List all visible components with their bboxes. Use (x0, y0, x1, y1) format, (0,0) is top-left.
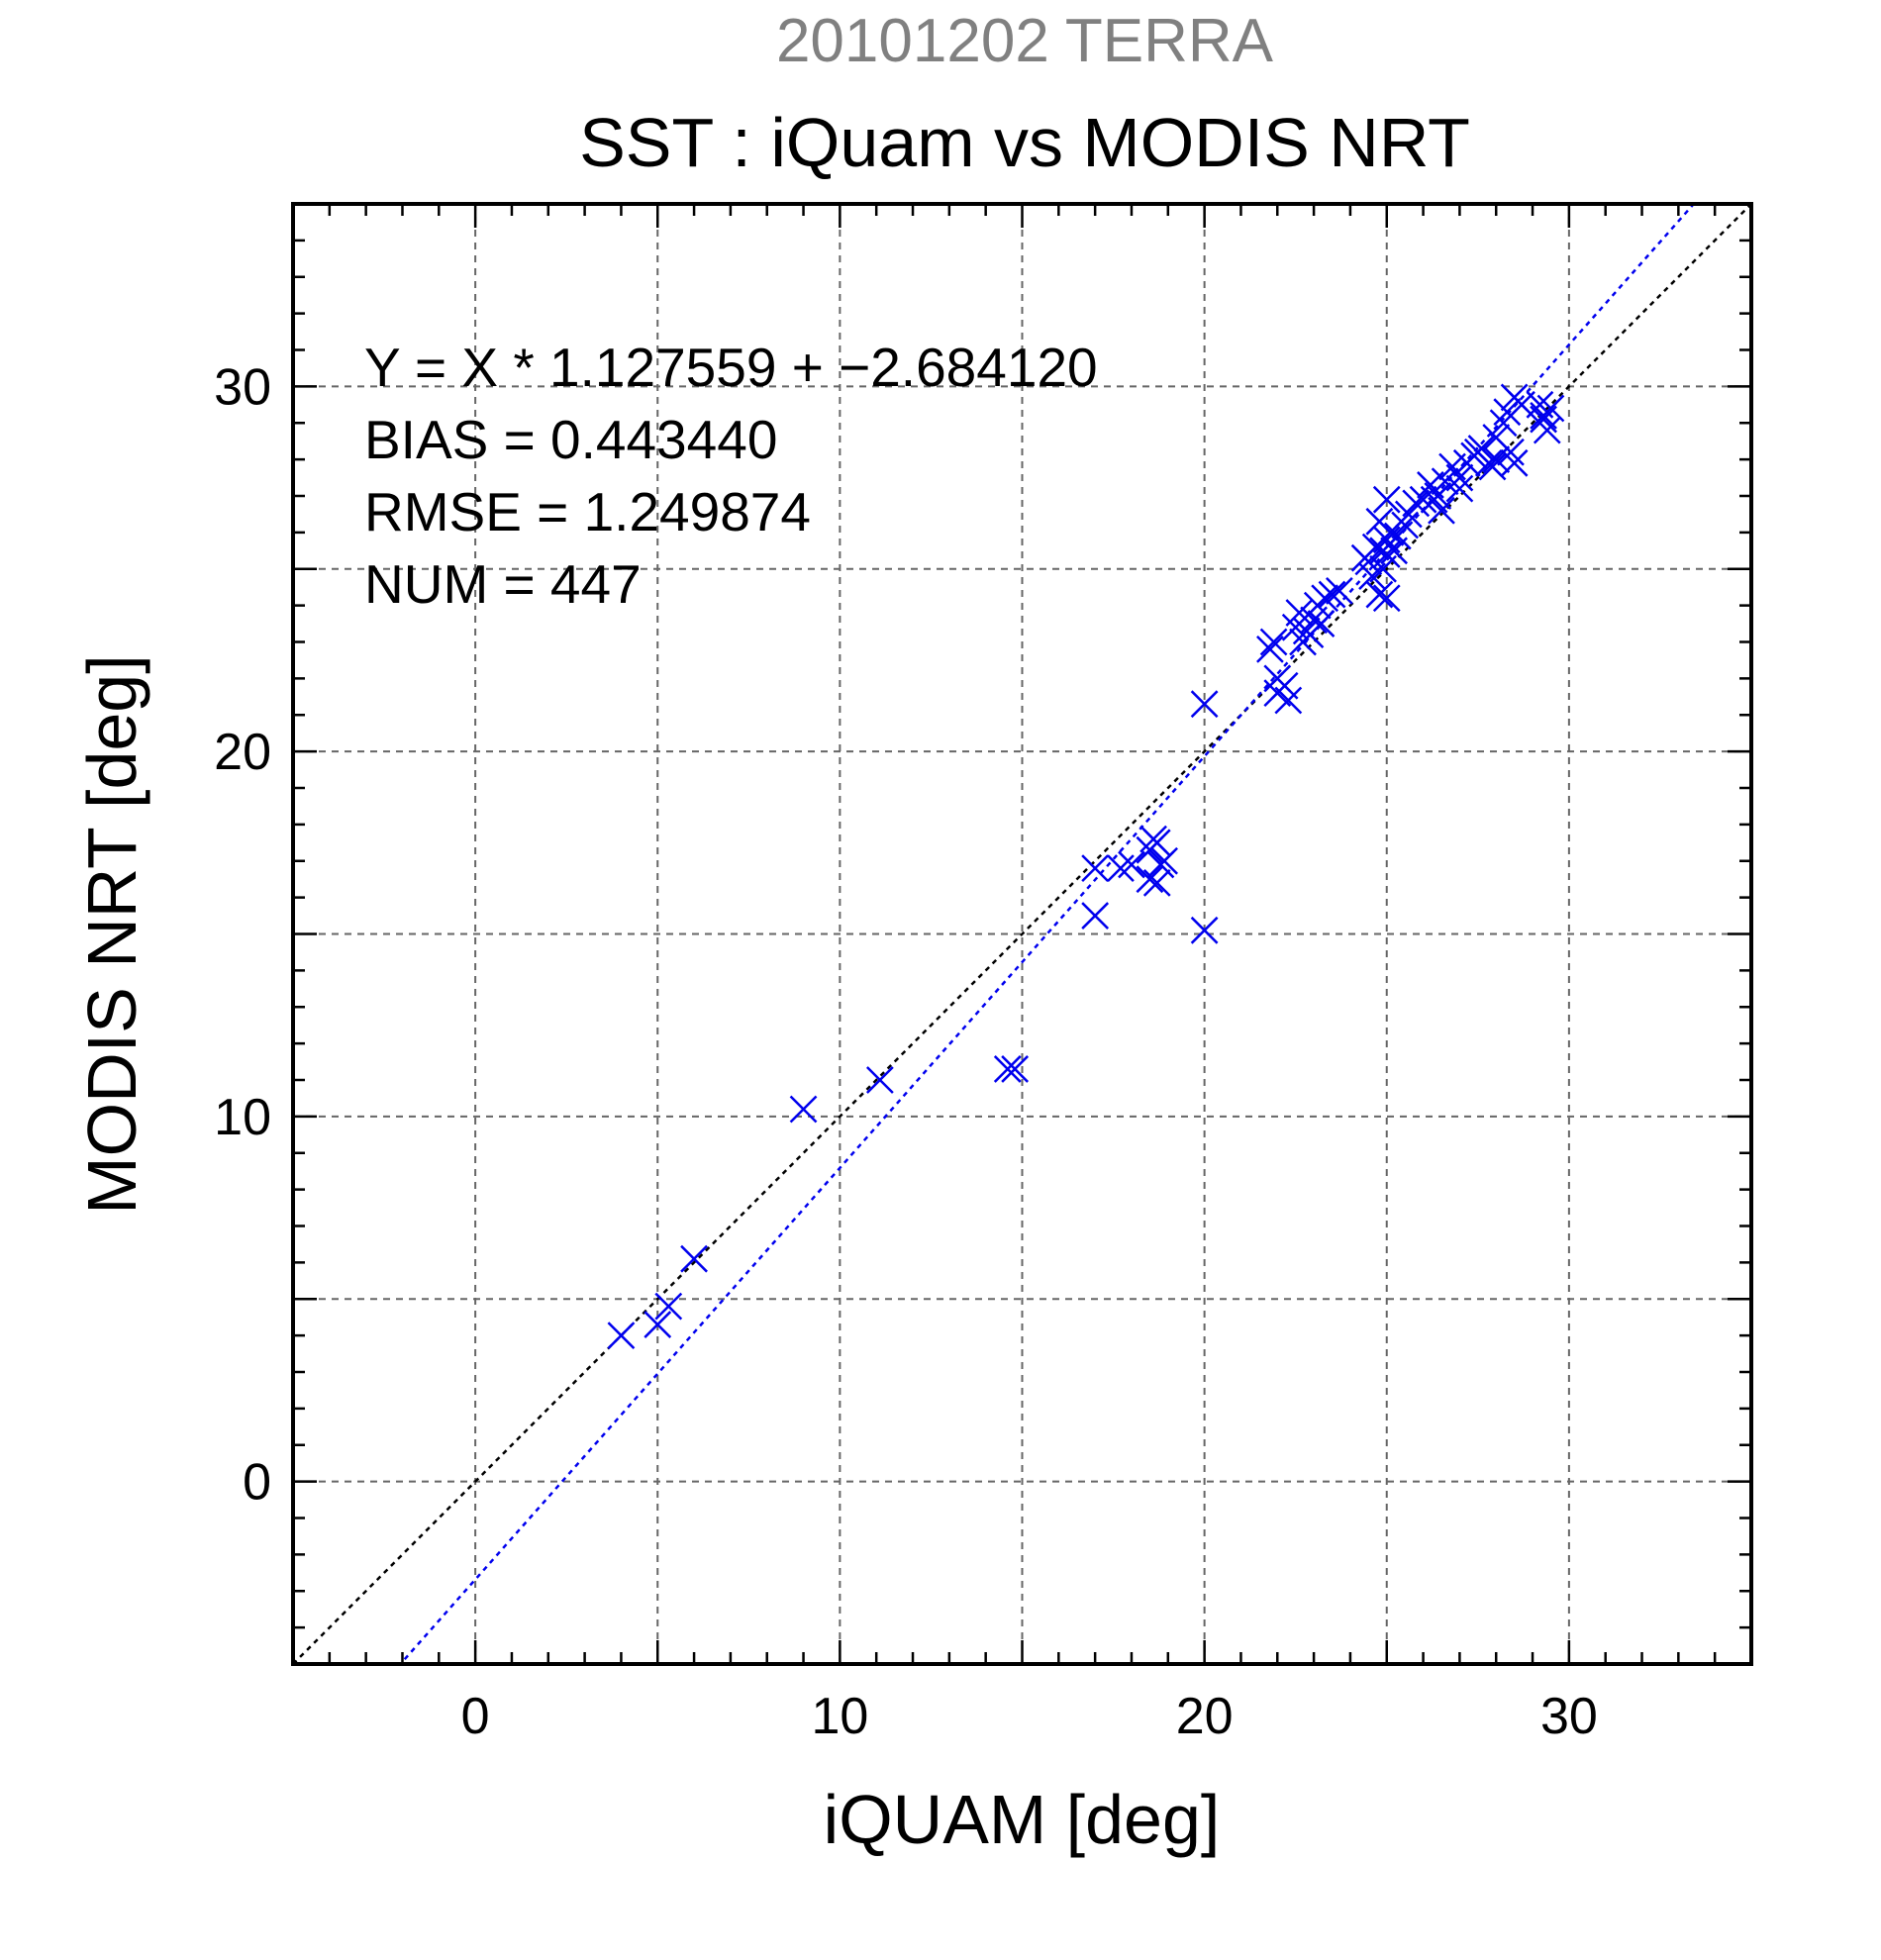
data-point (865, 1066, 894, 1094)
data-point (1136, 835, 1164, 864)
data-point (1118, 850, 1145, 879)
identity-line (293, 204, 1751, 1664)
fit-equation: Y = X * 1.127559 + −2.684120 (364, 337, 1098, 398)
data-point (789, 1095, 818, 1124)
data-point (1136, 865, 1164, 894)
x-tick-label: 30 (1540, 1688, 1598, 1745)
grid-lines (293, 204, 1751, 1664)
data-point (1081, 902, 1110, 930)
data-point (1256, 635, 1284, 663)
data-point (607, 1322, 636, 1350)
y-tick-labels: 0 10 20 30 (214, 358, 271, 1511)
data-point (1190, 690, 1219, 719)
y-axis-label: MODIS NRT [deg] (73, 654, 150, 1214)
data-point (1372, 584, 1401, 613)
data-point (1497, 438, 1525, 466)
bias-stat: BIAS = 0.443440 (364, 409, 777, 470)
x-tick-label: 10 (811, 1688, 868, 1745)
data-point (1190, 916, 1219, 944)
data-point (1285, 599, 1314, 627)
chart-supertitle: 20101202 TERRA (776, 7, 1274, 75)
data-point (1391, 511, 1420, 539)
y-tick-label: 30 (214, 358, 271, 416)
data-point (1493, 398, 1522, 427)
data-point (1445, 463, 1474, 492)
data-point (1500, 448, 1529, 477)
data-point (1318, 580, 1346, 609)
data-point (1139, 825, 1167, 853)
data-point (1358, 562, 1386, 591)
data-point (644, 1311, 672, 1338)
data-point (1311, 584, 1339, 613)
data-point (1482, 445, 1511, 474)
data-point (1445, 474, 1474, 503)
data-points (607, 383, 1565, 1350)
x-axis-label: iQUAM [deg] (824, 1781, 1221, 1858)
data-point (1081, 854, 1110, 883)
data-point (654, 1292, 683, 1321)
data-point (1259, 628, 1288, 656)
data-point (1001, 1055, 1030, 1083)
data-point (1274, 686, 1303, 715)
data-point (1296, 621, 1325, 649)
data-point (1402, 489, 1431, 518)
count-stat: NUM = 447 (364, 553, 642, 615)
data-point (1150, 846, 1179, 875)
x-tick-label: 0 (461, 1688, 490, 1745)
data-point (1372, 540, 1401, 568)
data-point (1142, 868, 1171, 897)
data-point (1365, 580, 1394, 609)
data-point (1107, 854, 1135, 883)
y-tick-label: 20 (214, 724, 271, 781)
rmse-stat: RMSE = 1.249874 (364, 481, 811, 542)
data-point (1530, 401, 1557, 430)
x-tick-labels: 0 10 20 30 (461, 1688, 1598, 1745)
data-point (1325, 576, 1353, 605)
data-point (993, 1055, 1022, 1083)
y-tick-label: 0 (243, 1454, 271, 1512)
data-point (1372, 485, 1401, 514)
x-tick-label: 20 (1176, 1688, 1234, 1745)
plot-frame (291, 202, 1753, 1666)
data-point (1365, 507, 1394, 536)
data-point (680, 1244, 708, 1273)
data-point (1420, 485, 1448, 514)
chart-title: SST : iQuam vs MODIS NRT (579, 104, 1470, 181)
y-tick-label: 10 (214, 1089, 271, 1146)
